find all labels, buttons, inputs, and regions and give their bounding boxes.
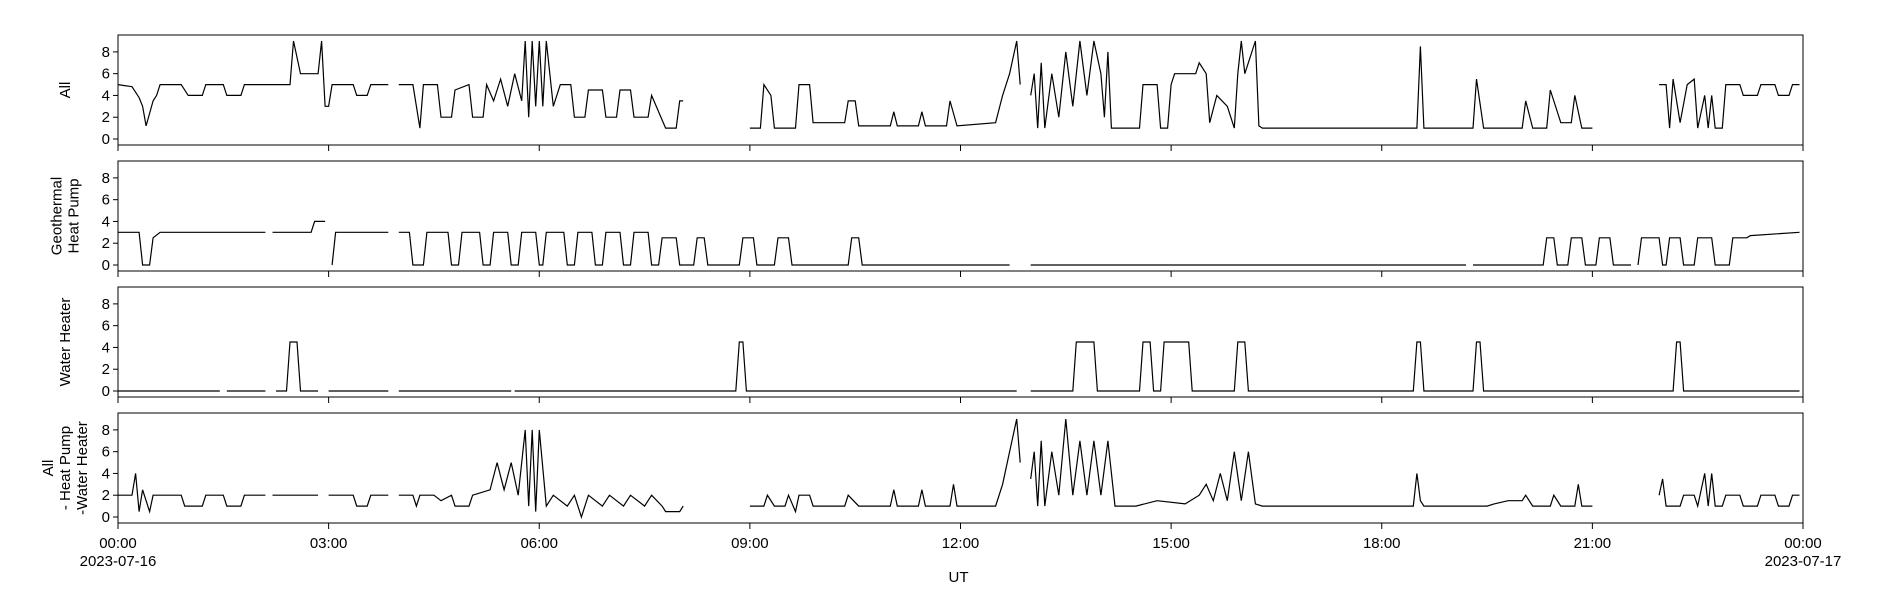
panel-frame [117, 160, 1804, 272]
y-axis-label: - Heat Pump [57, 426, 74, 510]
x-tick-label: 03:00 [310, 535, 348, 552]
x-tick-label: 12:00 [942, 535, 980, 552]
y-tick-label: 6 [102, 192, 110, 209]
y-axis-label: Water Heater [57, 298, 74, 387]
y-tick-label: 2 [102, 109, 110, 126]
y-tick-label: 0 [102, 131, 110, 148]
y-tick-label: 8 [102, 170, 110, 187]
y-tick-label: 8 [102, 422, 110, 439]
y-tick-label: 2 [102, 235, 110, 252]
series-line [118, 341, 1800, 392]
series-line [118, 220, 1800, 266]
x-tick-label: 06:00 [520, 535, 558, 552]
y-tick-label: 8 [102, 296, 110, 313]
series-line [118, 418, 1800, 519]
y-tick-label: 0 [102, 383, 110, 400]
y-axis-label: Heat Pump [66, 178, 83, 253]
y-tick-label: 4 [102, 465, 110, 482]
y-tick-label: 4 [102, 87, 110, 104]
x-tick-date-label: 2023-07-17 [1765, 553, 1842, 570]
y-axis-label: All [57, 82, 74, 99]
x-axis-label: UT [949, 569, 969, 586]
y-tick-label: 6 [102, 318, 110, 335]
x-tick-label: 09:00 [731, 535, 769, 552]
y-tick-label: 4 [102, 213, 110, 230]
x-tick-label: 15:00 [1152, 535, 1190, 552]
x-tick-label: 00:00 [1784, 535, 1822, 552]
y-tick-label: 2 [102, 361, 110, 378]
y-tick-label: 4 [102, 339, 110, 356]
x-tick-date-label: 2023-07-16 [80, 553, 157, 570]
x-tick-label: 18:00 [1363, 535, 1401, 552]
panel-frame [117, 286, 1804, 398]
y-tick-label: 2 [102, 487, 110, 504]
y-axis-label: All [40, 460, 57, 477]
x-tick-label: 00:00 [99, 535, 137, 552]
y-axis-label: Geothermal [49, 177, 66, 255]
y-tick-label: 0 [102, 257, 110, 274]
y-tick-label: 8 [102, 44, 110, 61]
series-line [117, 40, 1800, 129]
y-axis-label: -Water Heater [74, 421, 91, 515]
y-tick-label: 6 [102, 444, 110, 461]
y-tick-label: 6 [102, 66, 110, 83]
x-tick-label: 21:00 [1574, 535, 1612, 552]
y-tick-label: 0 [102, 509, 110, 526]
